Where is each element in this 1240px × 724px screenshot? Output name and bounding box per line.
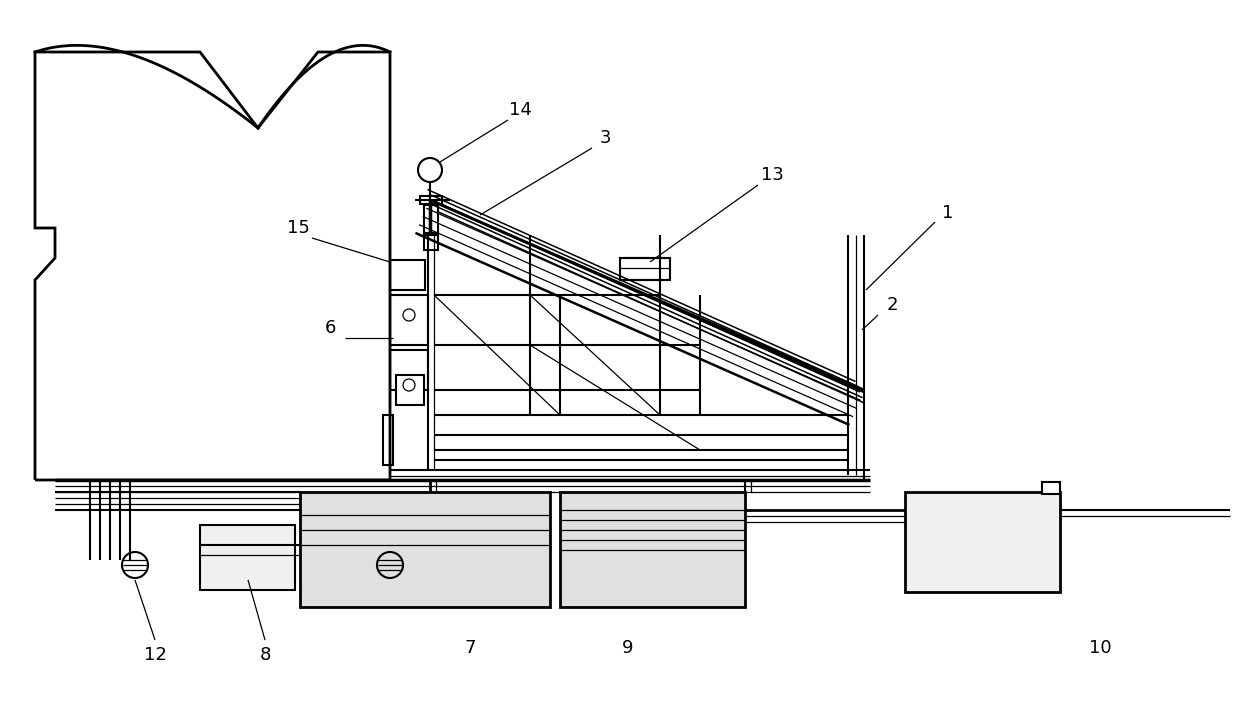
Bar [424, 235, 438, 250]
Text: 14: 14 [508, 101, 532, 119]
Text: 8: 8 [259, 646, 270, 664]
Text: 15: 15 [286, 219, 310, 237]
Text: 10: 10 [1089, 639, 1111, 657]
Bar [420, 196, 441, 204]
Bar [200, 525, 295, 590]
Bar [560, 492, 745, 607]
Bar [424, 205, 438, 233]
Text: 9: 9 [622, 639, 634, 657]
Bar [391, 350, 428, 390]
Text: 7: 7 [464, 639, 476, 657]
Bar [391, 295, 428, 345]
Text: 6: 6 [325, 319, 336, 337]
Text: 1: 1 [942, 204, 954, 222]
Text: 12: 12 [144, 646, 166, 664]
Text: 3: 3 [599, 129, 611, 147]
Bar [620, 258, 670, 280]
Text: 2: 2 [887, 296, 898, 314]
Bar [1042, 482, 1060, 494]
Bar [905, 492, 1060, 592]
Bar [396, 375, 424, 405]
Polygon shape [35, 52, 391, 480]
Text: 13: 13 [760, 166, 784, 184]
Bar [391, 260, 425, 290]
Bar [300, 492, 551, 607]
Bar [383, 415, 393, 465]
